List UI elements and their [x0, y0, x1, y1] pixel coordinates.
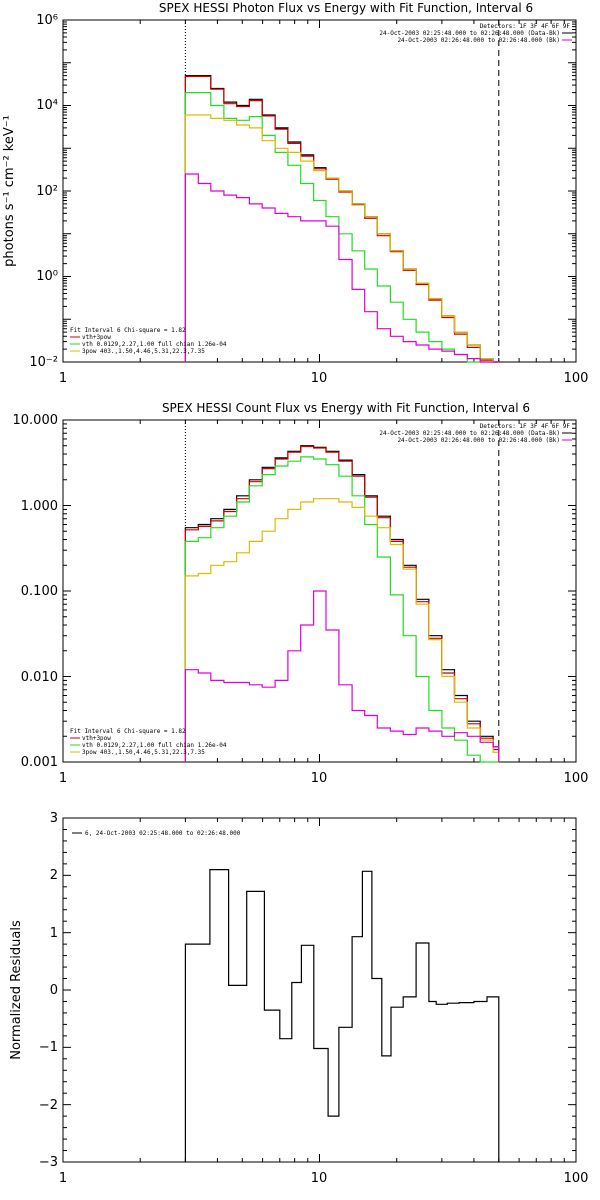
count-flux-x-tick-labels: 1 10 100: [59, 771, 589, 786]
photon-flux-y-axis-label: photons s⁻¹ cm⁻² keV⁻¹: [2, 115, 17, 267]
y-tick-label: 10.000: [13, 413, 59, 428]
x-tick-label: 100: [564, 1171, 589, 1186]
photon-flux-series-group: [184, 20, 500, 363]
series-vth-line: [184, 456, 499, 763]
y-tick-label: 1.000: [21, 499, 58, 514]
photon-flux-legend-top: Detectors: 1F 3F 4F 6F 9F 24-Oct-2003 02…: [379, 23, 572, 44]
y-tick-label: 0.100: [21, 584, 58, 599]
series-data-bk-line: [184, 445, 500, 762]
legend-bk: 24-Oct-2003 02:26:48.000 to 02:26:48.000…: [397, 37, 560, 44]
residuals-x-tick-labels: 1 10 100: [59, 1171, 589, 1186]
count-flux-legend-top: Detectors: 1F 3F 4F 6F 9F 24-Oct-2003 02…: [379, 423, 572, 444]
count-flux-axis-ticks: [62, 420, 576, 763]
legend-vth3pow: vth+3pow: [82, 334, 111, 341]
y-tick-label: 1: [50, 926, 58, 941]
y-tick-label: 10²: [36, 184, 58, 199]
legend-3pow: 3pow 403.,1.50,4.46,5.31,22.3,7.35: [82, 348, 205, 355]
legend-data-bk: 24-Oct-2003 02:25:48.000 to 02:26:48.000…: [379, 430, 560, 437]
photon-flux-panel: SPEX HESSI Photon Flux vs Energy with Fi…: [2, 1, 588, 386]
y-tick-label: 2: [50, 868, 58, 883]
count-flux-panel: SPEX HESSI Count Flux vs Energy with Fit…: [13, 401, 589, 786]
y-tick-label: 0.001: [21, 755, 58, 770]
legend-3pow: 3pow 403.,1.50,4.46,5.31,22.3,7.35: [82, 749, 205, 756]
residuals-series-group: [184, 869, 500, 1162]
legend-fit-interval: Fit Interval 6 Chi-square = 1.82: [70, 327, 186, 334]
x-tick-label: 100: [564, 371, 589, 386]
legend-bk: 24-Oct-2003 02:26:48.000 to 02:26:48.000…: [397, 437, 560, 444]
y-tick-label: 10⁰: [36, 269, 58, 284]
legend-detectors: Detectors: 1F 3F 4F 6F 9F: [480, 423, 571, 430]
y-tick-label: 10⁴: [36, 98, 58, 113]
x-tick-label: 100: [564, 771, 589, 786]
series-vth-3pow-line: [184, 445, 500, 762]
photon-flux-y-tick-labels: 10⁻² 10⁰ 10² 10⁴ 10⁶: [29, 13, 58, 370]
series-bk-line: [184, 590, 500, 762]
legend-data-bk: 24-Oct-2003 02:25:48.000 to 02:26:48.000…: [379, 30, 560, 37]
x-tick-label: 10: [311, 1171, 328, 1186]
photon-flux-x-tick-labels: 1 10 100: [59, 371, 589, 386]
legend-detectors: Detectors: 1F 3F 4F 6F 9F: [480, 23, 571, 30]
residuals-y-tick-labels: −3 −2 −1 0 1 2 3: [39, 811, 58, 1170]
y-tick-label: −2: [39, 1098, 58, 1113]
residuals-line: [184, 869, 500, 1162]
photon-flux-legend-bottom: Fit Interval 6 Chi-square = 1.82 vth+3po…: [70, 327, 227, 355]
residuals-panel: Normalized Residuals 1 10 100 −3 −2 −1 0…: [9, 811, 588, 1186]
x-tick-label: 1: [59, 771, 67, 786]
x-tick-label: 1: [59, 371, 67, 386]
x-tick-label: 10: [311, 371, 328, 386]
y-tick-label: 0: [50, 983, 58, 998]
series-bk-line: [184, 173, 499, 363]
y-tick-label: −1: [39, 1040, 58, 1055]
y-tick-label: 0.010: [21, 670, 58, 685]
y-tick-label: −3: [39, 1155, 58, 1170]
x-tick-label: 10: [311, 771, 328, 786]
series-3pow-line: [184, 114, 499, 363]
legend-vth: vth 0.0129,2.27,1.00 full chian 1.26e-04: [82, 341, 227, 348]
photon-flux-axis-ticks: [62, 20, 576, 363]
series-vth-3pow-line: [184, 75, 499, 363]
residuals-y-axis-label: Normalized Residuals: [9, 920, 24, 1060]
count-flux-y-tick-labels: 0.001 0.010 0.100 1.000 10.000: [13, 413, 59, 770]
legend-residuals: 6, 24-Oct-2003 02:25:48.000 to 02:26:48.…: [85, 830, 241, 837]
legend-fit-interval: Fit Interval 6 Chi-square = 1.82: [70, 728, 186, 735]
x-tick-label: 1: [59, 1171, 67, 1186]
series-3pow-line: [184, 498, 500, 762]
series-vth-line: [184, 92, 499, 363]
count-flux-legend-bottom: Fit Interval 6 Chi-square = 1.82 vth+3po…: [70, 728, 227, 756]
legend-vth3pow: vth+3pow: [82, 735, 111, 742]
y-tick-label: 10⁶: [36, 13, 58, 28]
y-tick-label: 3: [50, 811, 58, 826]
y-tick-label: 10⁻²: [29, 355, 58, 370]
photon-flux-title: SPEX HESSI Photon Flux vs Energy with Fi…: [159, 1, 533, 15]
residuals-axis-ticks: [62, 817, 576, 1163]
legend-vth: vth 0.0129,2.27,1.00 full chian 1.26e-04: [82, 742, 227, 749]
residuals-legend: 6, 24-Oct-2003 02:25:48.000 to 02:26:48.…: [72, 830, 241, 837]
count-flux-series-group: [184, 420, 500, 763]
count-flux-title: SPEX HESSI Count Flux vs Energy with Fit…: [162, 401, 530, 415]
